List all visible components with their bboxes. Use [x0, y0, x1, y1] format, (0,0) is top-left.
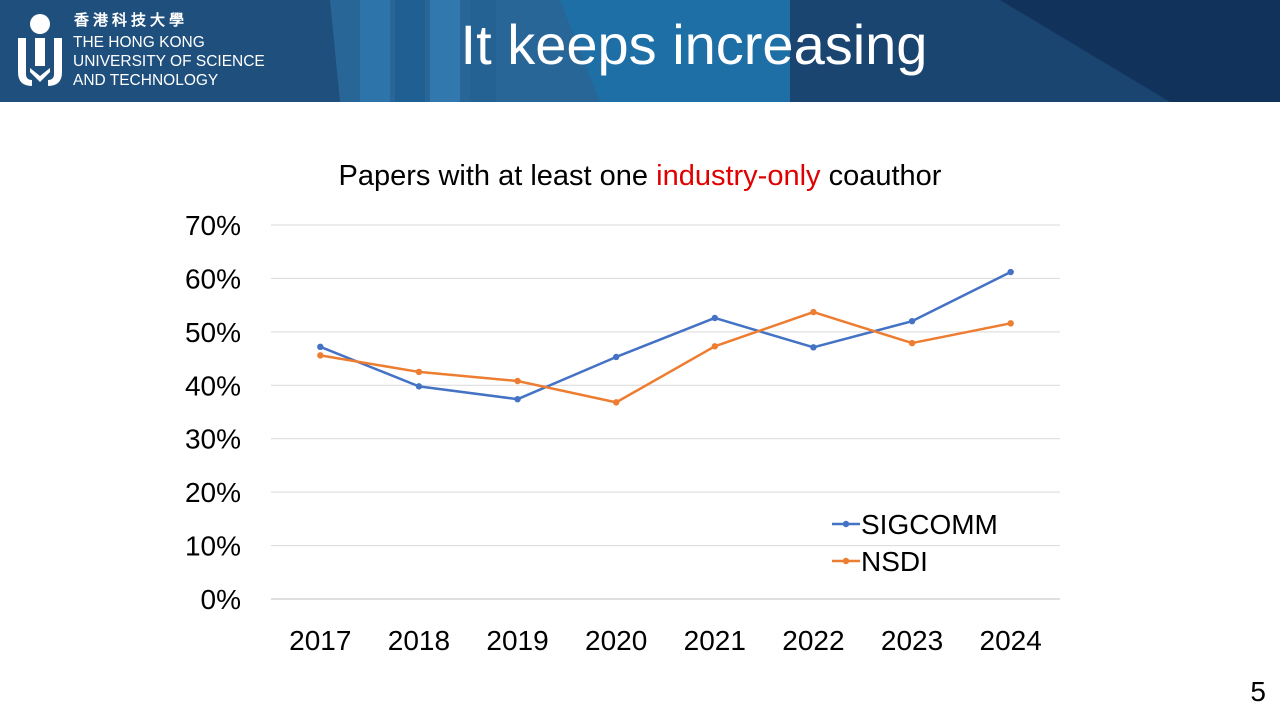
y-tick-label: 0% — [201, 584, 241, 615]
legend-label: NSDI — [861, 546, 928, 577]
data-point — [1007, 320, 1014, 327]
y-tick-label: 10% — [185, 531, 241, 562]
legend-label: SIGCOMM — [861, 509, 998, 540]
university-name-line: THE HONG KONG — [73, 34, 205, 51]
data-point — [317, 343, 324, 351]
slide-title: It keeps increasing — [460, 13, 928, 76]
data-point — [711, 343, 719, 350]
university-name-chinese: 香港科技大學 — [74, 11, 189, 29]
x-tick-label: 2021 — [684, 625, 746, 656]
slide-header: 香港科技大學 THE HONG KONG UNIVERSITY OF SCIEN… — [0, 0, 1280, 102]
series-line-nsdi — [320, 310, 1011, 404]
x-tick-label: 2018 — [388, 625, 450, 656]
header-background — [0, 0, 1280, 102]
y-tick-label: 50% — [185, 317, 241, 348]
x-tick-label: 2024 — [980, 625, 1042, 656]
data-point — [612, 353, 620, 361]
chart-title: Papers with at least one industry-only c… — [0, 160, 1280, 193]
series-line-sigcomm — [319, 270, 1012, 401]
data-point — [908, 317, 916, 325]
data-point — [415, 383, 423, 390]
page-number: 5 — [1250, 676, 1266, 707]
data-point — [317, 352, 324, 359]
data-point — [908, 339, 916, 347]
x-tick-label: 2017 — [289, 625, 351, 656]
data-point — [514, 395, 521, 403]
x-tick-label: 2020 — [585, 625, 647, 656]
chart-title-highlight: industry-only — [656, 160, 821, 192]
x-tick-label: 2023 — [881, 625, 943, 656]
data-point — [711, 314, 719, 322]
data-point — [1007, 268, 1014, 276]
y-tick-label: 70% — [185, 210, 241, 241]
university-name-english: THE HONG KONG UNIVERSITY OF SCIENCE AND … — [73, 33, 265, 90]
data-point — [415, 368, 423, 376]
legend-swatch-marker — [842, 557, 850, 565]
legend-swatch-marker — [842, 520, 850, 528]
y-tick-label: 60% — [185, 263, 241, 294]
hkust-logo — [18, 14, 62, 86]
x-tick-label: 2019 — [486, 625, 548, 656]
data-point — [810, 308, 817, 316]
data-point — [514, 377, 521, 385]
data-point — [810, 344, 817, 351]
x-tick-label: 2022 — [782, 625, 844, 656]
y-tick-label: 30% — [185, 424, 241, 455]
y-tick-label: 40% — [185, 370, 241, 401]
chart-title-part: coauthor — [820, 160, 942, 192]
university-name-line: AND TECHNOLOGY — [73, 72, 219, 89]
university-name-line: UNIVERSITY OF SCIENCE — [73, 53, 265, 70]
y-tick-label: 20% — [185, 477, 241, 508]
chart-title-part: Papers with at least one — [338, 160, 657, 192]
data-point — [612, 399, 620, 406]
